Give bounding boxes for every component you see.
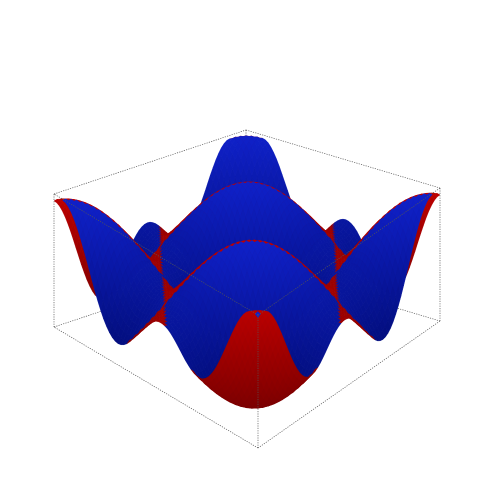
sinusoid-surface (53, 135, 441, 409)
box-bottom-edge (53, 326, 259, 449)
box-bottom-edge (257, 320, 441, 449)
